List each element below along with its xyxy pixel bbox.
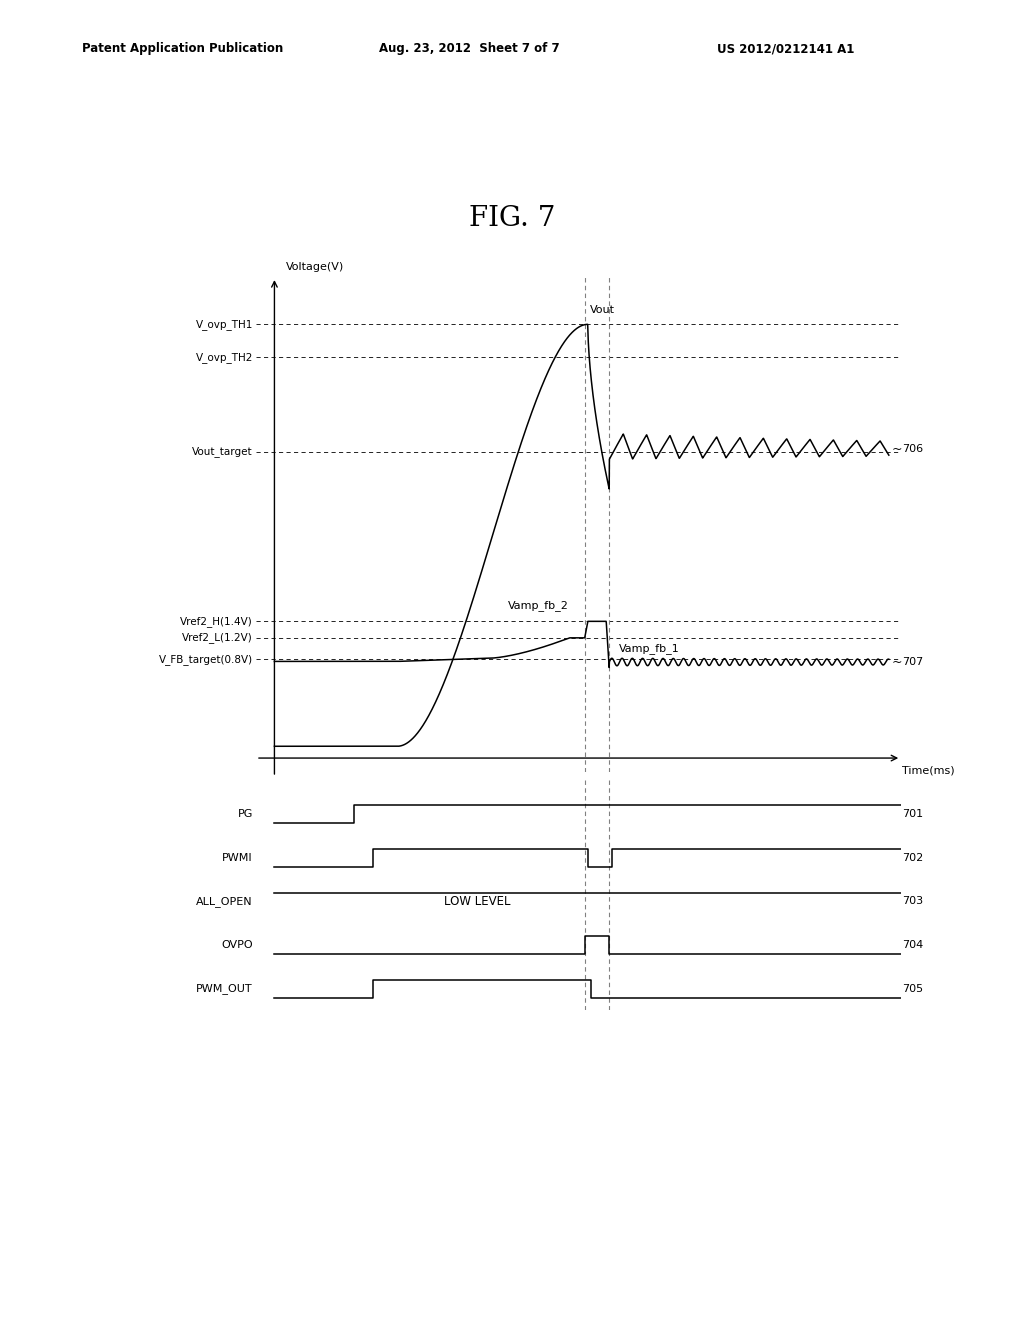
Text: OVPO: OVPO <box>221 940 253 950</box>
Text: LOW LEVEL: LOW LEVEL <box>444 895 510 908</box>
Text: 704: 704 <box>902 940 924 950</box>
Text: Vamp_fb_1: Vamp_fb_1 <box>618 643 679 655</box>
Text: ~: ~ <box>892 442 902 455</box>
Text: V_ovp_TH1: V_ovp_TH1 <box>196 319 253 330</box>
Text: FIG. 7: FIG. 7 <box>469 205 555 231</box>
Text: PG: PG <box>238 809 253 820</box>
Text: ALL_OPEN: ALL_OPEN <box>197 896 253 907</box>
Text: Vout_target: Vout_target <box>193 446 253 457</box>
Text: 705: 705 <box>902 983 924 994</box>
Text: 701: 701 <box>902 809 924 820</box>
Text: PWMI: PWMI <box>222 853 253 863</box>
Text: V_FB_target(0.8V): V_FB_target(0.8V) <box>159 653 253 664</box>
Text: Aug. 23, 2012  Sheet 7 of 7: Aug. 23, 2012 Sheet 7 of 7 <box>379 42 559 55</box>
Text: PWM_OUT: PWM_OUT <box>197 983 253 994</box>
Text: 703: 703 <box>902 896 924 907</box>
Text: ~: ~ <box>892 656 902 668</box>
Text: V_ovp_TH2: V_ovp_TH2 <box>196 352 253 363</box>
Text: Vref2_H(1.4V): Vref2_H(1.4V) <box>180 616 253 627</box>
Text: Vamp_fb_2: Vamp_fb_2 <box>508 601 568 611</box>
Text: Voltage(V): Voltage(V) <box>286 263 344 272</box>
Text: 702: 702 <box>902 853 924 863</box>
Text: Patent Application Publication: Patent Application Publication <box>82 42 284 55</box>
Text: Vout: Vout <box>590 305 614 315</box>
Text: Vref2_L(1.2V): Vref2_L(1.2V) <box>182 632 253 643</box>
Text: 707: 707 <box>902 657 924 667</box>
Text: 706: 706 <box>902 445 924 454</box>
Text: Time(ms): Time(ms) <box>902 766 955 775</box>
Text: US 2012/0212141 A1: US 2012/0212141 A1 <box>717 42 854 55</box>
